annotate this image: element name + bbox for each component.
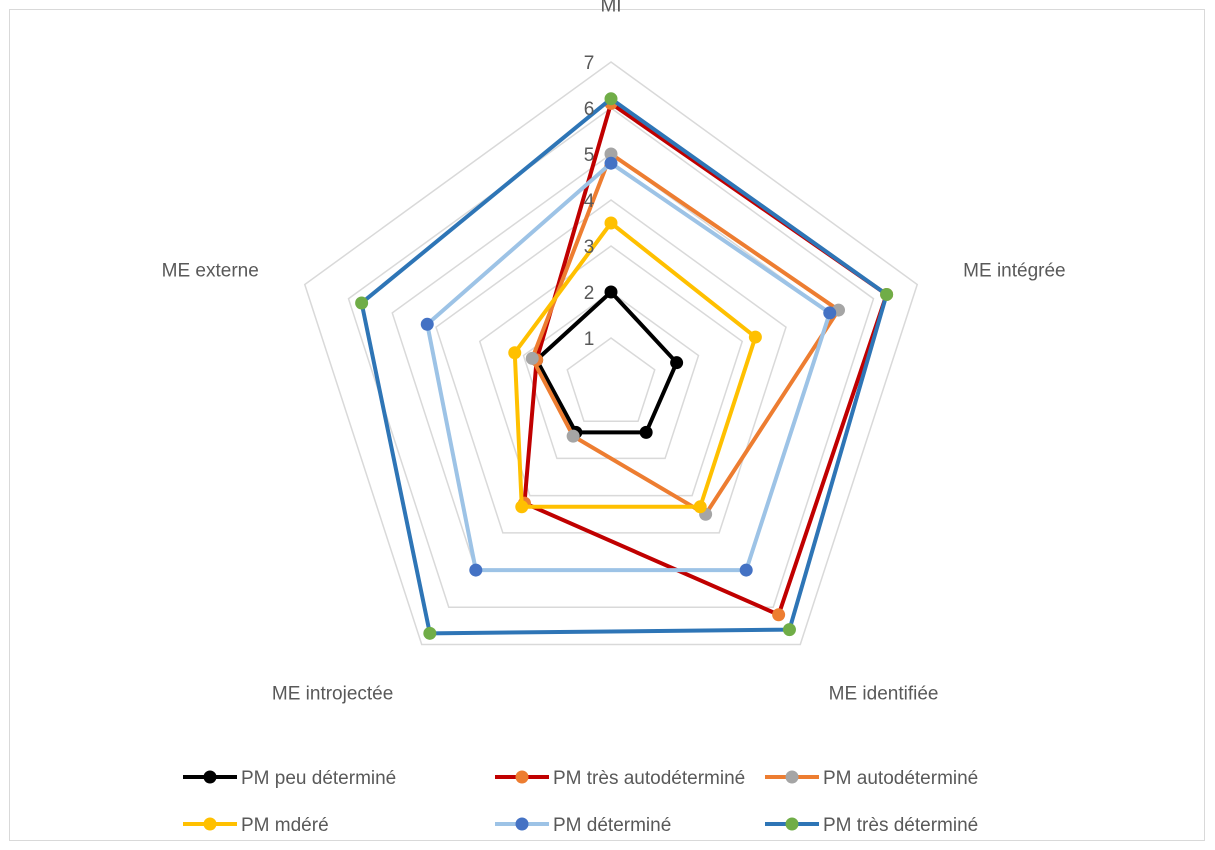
legend-label-3: PM mdéré — [241, 815, 329, 836]
legend-marker-0 — [203, 770, 217, 784]
series-layer — [355, 92, 894, 640]
grid-ring-6 — [347, 107, 875, 609]
series-line-2 — [530, 152, 841, 517]
series-4-point-0 — [604, 156, 618, 170]
legend: PM peu déterminé PM très autodéterminé PM … — [183, 768, 978, 836]
legend-label-0: PM peu déterminé — [241, 768, 396, 789]
axis-label-3: ME introjectée — [272, 684, 393, 705]
series-5-point-1 — [880, 287, 894, 301]
legend-marker-5 — [785, 817, 799, 831]
series-0-point-2 — [639, 425, 653, 439]
grid-ring-4 — [435, 199, 787, 534]
tick-label-7: 7 — [584, 53, 595, 74]
legend-label-1: PM très autodéterminé — [553, 768, 745, 789]
series-line-4 — [425, 161, 832, 573]
series-2-point-4 — [525, 351, 539, 365]
series-4-point-1 — [823, 306, 837, 320]
axis-label-0: MI — [600, 0, 621, 17]
legend-marker-2 — [785, 770, 799, 784]
series-4-point-2 — [739, 563, 753, 577]
tick-label-6: 6 — [584, 99, 595, 120]
series-4-point-4 — [420, 317, 434, 331]
grid-ring-3 — [478, 245, 744, 497]
series-3-point-1 — [748, 330, 762, 344]
tick-label-1: 1 — [584, 329, 595, 350]
tick-label-4: 4 — [584, 191, 595, 212]
tick-layer: 1 2 3 4 5 6 7 — [584, 53, 595, 350]
legend-label-4: PM déterminé — [553, 815, 671, 836]
grid-ring-1 — [566, 337, 656, 422]
series-line-3 — [512, 221, 758, 509]
series-0-point-0 — [604, 285, 618, 299]
legend-label-5: PM très déterminé — [823, 815, 978, 836]
axis-label-4: ME externe — [162, 261, 259, 282]
series-3-point-3 — [515, 500, 529, 514]
series-5-point-4 — [355, 296, 369, 310]
series-2-point-0 — [604, 147, 618, 161]
legend-label-2: PM autodéterminé — [823, 768, 978, 789]
grid-ring-7 — [303, 61, 919, 646]
series-4-point-3 — [469, 563, 483, 577]
axis-label-2: ME identifiée — [829, 684, 939, 705]
legend-marker-4 — [515, 817, 529, 831]
tick-label-3: 3 — [584, 237, 595, 258]
series-5-point-0 — [604, 92, 618, 106]
series-5-point-3 — [423, 626, 437, 640]
series-3-point-2 — [693, 500, 707, 514]
axis-label-layer: MI ME intégrée ME identifiée ME introjectée… — [162, 0, 1066, 705]
series-5-point-2 — [782, 623, 796, 637]
chart-frame — [9, 9, 1205, 841]
series-line-1 — [522, 101, 889, 617]
axis-label-1: ME intégrée — [963, 261, 1065, 282]
series-1-point-2 — [772, 608, 786, 622]
series-3-point-0 — [604, 216, 618, 230]
series-3-point-4 — [508, 346, 522, 360]
series-0-point-1 — [670, 356, 684, 370]
tick-label-5: 5 — [584, 145, 595, 166]
legend-marker-3 — [203, 817, 217, 831]
series-line-5 — [359, 96, 889, 636]
legend-marker-1 — [515, 770, 529, 784]
series-line-0 — [534, 290, 679, 435]
series-2-point-3 — [566, 429, 580, 443]
tick-label-2: 2 — [584, 283, 595, 304]
